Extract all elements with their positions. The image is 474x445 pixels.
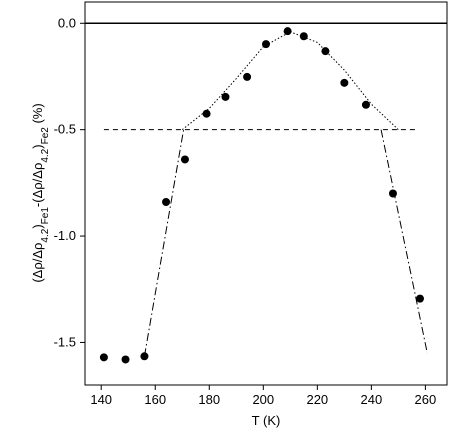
data-point bbox=[243, 72, 252, 81]
x-tick-label: 200 bbox=[252, 392, 274, 407]
x-tick-label: 240 bbox=[361, 392, 383, 407]
data-point bbox=[121, 355, 130, 364]
x-tick-label: 160 bbox=[144, 392, 166, 407]
y-tick-label: -1.5 bbox=[54, 334, 76, 349]
data-point bbox=[340, 78, 349, 87]
y-tick-label: -0.5 bbox=[54, 122, 76, 137]
y-axis-label: (Δρ/Δρ4.2)Fe1-(Δρ/Δρ4.2)Fe2 (%) bbox=[30, 103, 51, 282]
dashdot-line bbox=[143, 129, 428, 357]
y-label-part: 4.2 bbox=[40, 228, 51, 242]
y-label-part: -(Δρ/Δρ bbox=[30, 163, 45, 207]
dotted-line bbox=[181, 31, 399, 131]
data-point bbox=[202, 109, 211, 118]
x-tick-label: 180 bbox=[198, 392, 220, 407]
y-label-part: 4.2 bbox=[40, 148, 51, 162]
data-point bbox=[299, 32, 308, 41]
data-point bbox=[415, 294, 424, 303]
x-axis-label: T (K) bbox=[252, 413, 281, 428]
data-point bbox=[321, 47, 330, 56]
y-label-part: ) bbox=[30, 144, 45, 148]
data-point bbox=[361, 100, 370, 109]
y-label-part: ) bbox=[30, 224, 45, 228]
y-label-part: (%) bbox=[30, 103, 45, 127]
data-point bbox=[99, 353, 108, 362]
data-point bbox=[262, 40, 270, 49]
y-label-part: Fe1 bbox=[40, 207, 51, 225]
x-tick-label: 220 bbox=[306, 392, 328, 407]
x-tick-label: 260 bbox=[415, 392, 437, 407]
plot-frame bbox=[84, 1, 448, 386]
y-tick-label: 0.0 bbox=[58, 15, 76, 30]
y-tick-label: -1.0 bbox=[54, 228, 76, 243]
y-label-part: (Δρ/Δρ bbox=[30, 243, 45, 283]
y-label-part: Fe2 bbox=[40, 127, 51, 145]
data-point bbox=[162, 198, 171, 207]
data-point bbox=[388, 189, 397, 198]
data-point bbox=[283, 27, 292, 36]
x-tick-label: 140 bbox=[90, 392, 112, 407]
data-point bbox=[180, 155, 189, 164]
data-point bbox=[221, 92, 230, 101]
